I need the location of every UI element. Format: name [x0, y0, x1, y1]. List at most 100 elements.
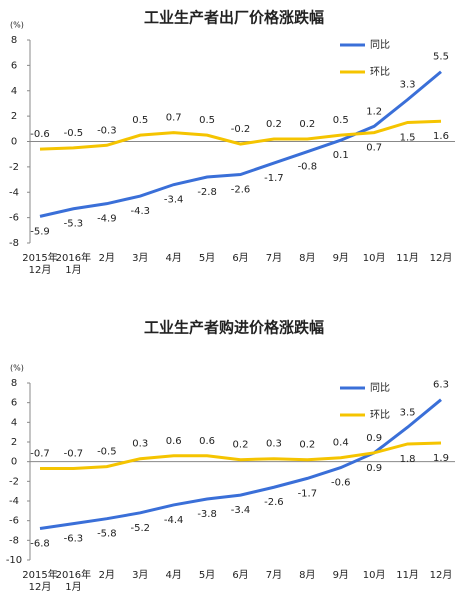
data-label: -0.5	[97, 447, 117, 458]
data-label: 0.2	[299, 119, 315, 130]
data-label: 0.5	[132, 115, 148, 126]
y-tick-label: 4	[11, 417, 17, 428]
x-tick-label: 6月	[232, 570, 249, 581]
data-label: 1.9	[433, 453, 449, 464]
legend-label: 环比	[370, 66, 390, 78]
x-tick-label: 2016年 1月	[55, 570, 92, 593]
legend-label: 同比	[370, 382, 390, 394]
data-label: -6.8	[30, 539, 50, 550]
data-label: -2.6	[264, 497, 284, 508]
y-tick-label: 2	[11, 111, 17, 122]
data-label: 0.7	[366, 143, 382, 154]
data-label: 0.9	[366, 433, 382, 444]
data-label: -0.3	[97, 125, 117, 136]
x-tick-label: 7月	[265, 570, 283, 581]
y-tick-label: 6	[11, 60, 17, 71]
x-tick-label: 2月	[98, 253, 116, 264]
data-label: 1.2	[366, 106, 382, 117]
chart-title: 工业生产者出厂价格涨跌幅	[144, 9, 324, 27]
data-label: 0.2	[299, 440, 315, 451]
x-tick-label: 11月	[396, 570, 419, 581]
data-label: 1.5	[400, 132, 416, 143]
data-label: -3.4	[164, 195, 184, 206]
data-label: 1.8	[400, 454, 416, 465]
line	[40, 441, 442, 471]
x-tick-label: 9月	[332, 570, 349, 581]
x-tick-label: 2月	[98, 570, 116, 581]
data-label: -0.6	[331, 478, 351, 489]
data-label: -0.2	[231, 124, 251, 135]
data-label: -0.6	[30, 129, 50, 140]
line	[39, 70, 442, 218]
data-label: 0.5	[199, 115, 215, 126]
data-label: -6.3	[64, 534, 84, 545]
y-tick-label: -6	[9, 516, 19, 527]
legend-label: 环比	[370, 409, 390, 421]
data-label: 0.2	[266, 119, 282, 130]
x-tick-label: 2016年 1月	[55, 253, 92, 276]
x-tick-label: 10月	[362, 570, 386, 581]
x-tick-label: 8月	[299, 570, 316, 581]
y-tick-label: 8	[11, 35, 17, 46]
x-tick-label: 2015年 12月	[22, 570, 58, 593]
y-tick-label: 2	[11, 437, 17, 448]
data-label: 0.9	[366, 463, 382, 474]
data-label: 0.3	[132, 439, 148, 450]
data-label: -2.8	[197, 187, 217, 198]
x-tick-label: 10月	[362, 253, 386, 264]
y-axis-label: (%)	[10, 364, 24, 373]
data-label: 0.6	[199, 436, 215, 447]
data-label: 6.3	[433, 380, 449, 391]
data-label: -5.2	[130, 523, 150, 534]
data-label: -3.8	[197, 509, 217, 520]
x-tick-label: 6月	[232, 253, 249, 264]
data-label: -1.7	[264, 173, 284, 184]
y-axis-label: (%)	[10, 21, 24, 30]
y-tick-label: -2	[9, 476, 19, 487]
y-tick-label: -4	[9, 496, 19, 507]
y-tick-label: -8	[9, 535, 19, 546]
data-label: 0.7	[166, 113, 182, 124]
x-tick-label: 9月	[332, 253, 349, 264]
data-label: 3.5	[400, 407, 416, 418]
x-tick-label: 8月	[299, 253, 316, 264]
data-label: -0.7	[64, 449, 84, 460]
data-label: 0.1	[333, 150, 349, 161]
data-label: 3.3	[400, 80, 416, 91]
y-tick-label: -6	[9, 213, 19, 224]
legend-label: 同比	[370, 39, 390, 51]
x-tick-label: 12月	[429, 570, 453, 581]
data-label: -0.8	[298, 162, 318, 173]
x-tick-label: 3月	[132, 253, 149, 264]
chart-title: 工业生产者购进价格涨跌幅	[144, 319, 324, 337]
x-tick-label: 5月	[198, 570, 216, 581]
y-tick-label: 6	[11, 398, 17, 409]
data-label: -2.6	[231, 184, 251, 195]
y-tick-label: 4	[11, 86, 17, 97]
data-label: -5.8	[97, 529, 117, 540]
x-tick-label: 2015年 12月	[22, 253, 58, 276]
data-label: 0.3	[266, 439, 282, 450]
data-label: -5.9	[30, 226, 50, 237]
data-label: 5.5	[433, 52, 449, 63]
data-label: 0.2	[233, 440, 249, 451]
data-label: 1.6	[433, 131, 449, 142]
y-tick-label: -2	[9, 162, 19, 173]
data-label: -1.7	[298, 488, 318, 499]
y-tick-label: -8	[9, 238, 19, 249]
data-label: -4.4	[164, 515, 184, 526]
data-label: -5.3	[64, 219, 84, 230]
x-tick-label: 12月	[429, 253, 453, 264]
data-label: -3.4	[231, 505, 251, 516]
x-tick-label: 11月	[396, 253, 419, 264]
y-tick-label: -4	[9, 187, 19, 198]
line	[39, 119, 442, 151]
data-label: 0.5	[333, 115, 349, 126]
x-tick-label: 4月	[165, 570, 182, 581]
x-tick-label: 7月	[265, 253, 283, 264]
data-label: 0.6	[166, 436, 182, 447]
data-label: -0.5	[64, 128, 84, 139]
x-tick-label: 5月	[198, 253, 216, 264]
